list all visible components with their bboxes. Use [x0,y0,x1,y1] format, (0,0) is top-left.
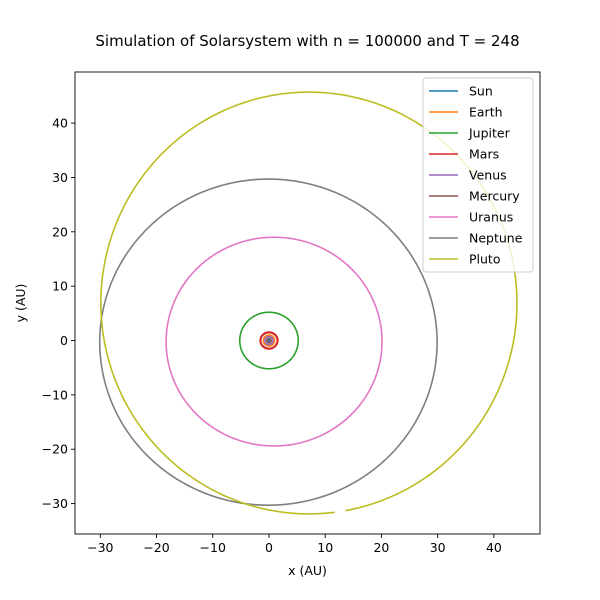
legend-label-earth: Earth [469,105,503,120]
y-tick-label: 20 [52,224,68,239]
legend-label-mars: Mars [469,147,499,162]
orbit-pluto [100,91,518,515]
y-tick-label: −20 [42,442,68,457]
x-tick-label: −20 [143,540,169,555]
y-tick-label: 40 [52,116,68,131]
orbit-venus [264,335,274,346]
legend-label-sun: Sun [469,84,493,99]
orbit-mercury [265,337,272,344]
orbit-sun [267,339,271,342]
x-tick-label: 10 [317,540,333,555]
y-axis-label: y (AU) [13,284,28,323]
x-axis-label: x (AU) [288,563,327,578]
y-tick-label: 0 [60,333,68,348]
legend-box [422,77,534,273]
legend-label-neptune: Neptune [469,231,523,246]
orbit-uranus [165,236,383,447]
x-tick-label: −10 [200,540,226,555]
legend: Sun Earth Jupiter Mars Venus Mercury Uranus Nep… [422,77,534,273]
legend-label-mercury: Mercury [469,189,520,204]
orbit-earth [262,334,276,347]
orbit-lines [98,91,518,515]
orbit-neptune [98,178,438,506]
x-tick-label: 20 [373,540,389,555]
chart-title: Simulation of Solarsystem with n = 10000… [95,32,519,50]
plot-frame [74,71,541,535]
legend-label-uranus: Uranus [469,210,513,225]
orbit-mars [259,331,279,350]
x-tick-label: 0 [265,540,273,555]
y-tick-label: −30 [42,496,68,511]
y-tick-label: 30 [52,170,68,185]
legend-label-jupiter: Jupiter [468,126,511,141]
x-tick-label: 40 [486,540,502,555]
legend-label-venus: Venus [469,168,507,183]
legend-label-pluto: Pluto [469,252,500,267]
x-tick-label: 30 [430,540,446,555]
y-tick-label: 10 [52,279,68,294]
y-axis-ticks: −30 −20 −10 0 10 20 30 40 [42,116,75,511]
x-tick-label: −30 [87,540,113,555]
orbit-jupiter [238,311,300,370]
y-tick-label: −10 [42,387,68,402]
x-axis-ticks: −30 −20 −10 0 10 20 30 40 [87,534,502,555]
